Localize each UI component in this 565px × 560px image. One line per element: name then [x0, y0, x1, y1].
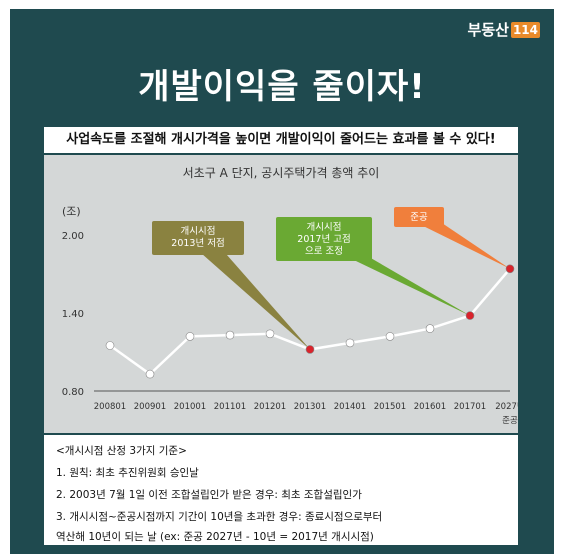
series-line	[109, 267, 511, 376]
data-point	[385, 332, 395, 341]
line-chart: 서초구 A 단지, 공시주택가격 총액 추이 (조) 2.00 1.40 0.80 200…	[44, 155, 518, 433]
data-point-highlight	[505, 264, 515, 274]
page-title: 개발이익을 줄이자!	[138, 67, 426, 107]
data-point	[225, 330, 235, 340]
criteria-heading: <개시시점 산정 3가지 기준>	[56, 445, 187, 457]
x-tick-label: 201701	[454, 402, 486, 412]
callout-label: 2013년 저점	[171, 237, 224, 249]
x-tick-label: 201101	[214, 402, 246, 412]
callout-label: 으로 조정	[305, 246, 343, 257]
criteria-item: 1. 원칙: 최초 추진위원회 승인날	[56, 467, 199, 479]
x-tick-label: 201001	[174, 402, 206, 412]
criteria-item: 역산해 10년이 되는 날 (ex: 준공 2027년 - 10년 = 2017…	[56, 531, 374, 543]
x-tick-label: 201601	[414, 402, 446, 412]
logo-text: 부동산	[467, 21, 509, 39]
y-tick-label: 1.40	[62, 309, 84, 320]
y-tick-label: 0.80	[62, 387, 84, 398]
x-tick-label: 201501	[374, 402, 406, 412]
callout-box	[276, 217, 372, 261]
data-point	[185, 332, 195, 341]
y-unit-label: (조)	[62, 205, 81, 218]
callout-label: 개시시점	[181, 225, 216, 237]
callout-box	[152, 221, 244, 255]
criteria-item: 3. 개시시점~준공시점까지 기간이 10년을 초과한 경우: 종료시점으로부터	[56, 511, 383, 523]
logo-number: 114	[510, 21, 540, 38]
y-tick-label: 2.00	[62, 231, 84, 242]
callout-box	[394, 207, 444, 227]
callout-label: 준공	[410, 212, 428, 223]
callout-label: 개시시점	[307, 221, 342, 233]
x-tick-label: 200901	[134, 402, 166, 412]
x-tick-label: 201201	[254, 402, 286, 412]
data-point	[105, 341, 115, 350]
data-point	[265, 329, 275, 339]
callout-pointer	[405, 217, 510, 269]
brand-logo: 부동산 114	[468, 19, 540, 40]
data-point	[145, 369, 155, 379]
x-tick-label: 2027년준공	[495, 401, 518, 426]
data-point	[425, 324, 435, 333]
infographic-panel: 부동산 114 개발이익을 줄이자! 사업속도를 조절해 개시가격을 높이면 개…	[10, 9, 554, 554]
chart-title: 서초구 A 단지, 공시주택가격 총액 추이	[183, 166, 380, 180]
subtitle-banner: 사업속도를 조절해 개시가격을 높이면 개발이익이 줄어드는 효과를 볼 수 있…	[44, 127, 518, 153]
x-tick-label: 201301	[294, 402, 326, 412]
data-point-highlight	[305, 345, 315, 354]
criteria-box: <개시시점 산정 3가지 기준> 1. 원칙: 최초 추진위원회 승인날 2. …	[44, 435, 518, 545]
x-tick-label: 200801	[94, 402, 126, 412]
data-point-highlight	[465, 311, 475, 320]
criteria-item: 2. 2003년 7월 1일 이전 조합설립인가 받은 경우: 최초 조합설립인…	[56, 489, 362, 501]
callout-label: 2017년 고점	[297, 233, 350, 245]
chart-svg: 서초구 A 단지, 공시주택가격 총액 추이 (조) 2.00 1.40 0.80 200…	[62, 166, 518, 426]
data-point	[345, 338, 355, 348]
x-tick-label: 201401	[334, 402, 366, 412]
